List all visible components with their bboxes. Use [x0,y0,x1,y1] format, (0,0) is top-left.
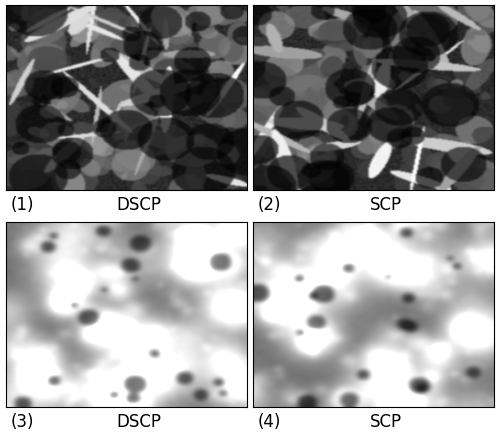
Text: SCP: SCP [370,196,402,214]
Text: SCP: SCP [370,413,402,431]
Text: (4): (4) [258,413,281,431]
Text: DSCP: DSCP [116,413,161,431]
Text: (2): (2) [258,196,281,214]
Text: DSCP: DSCP [116,196,161,214]
Text: (1): (1) [10,196,34,214]
Text: (3): (3) [10,413,34,431]
